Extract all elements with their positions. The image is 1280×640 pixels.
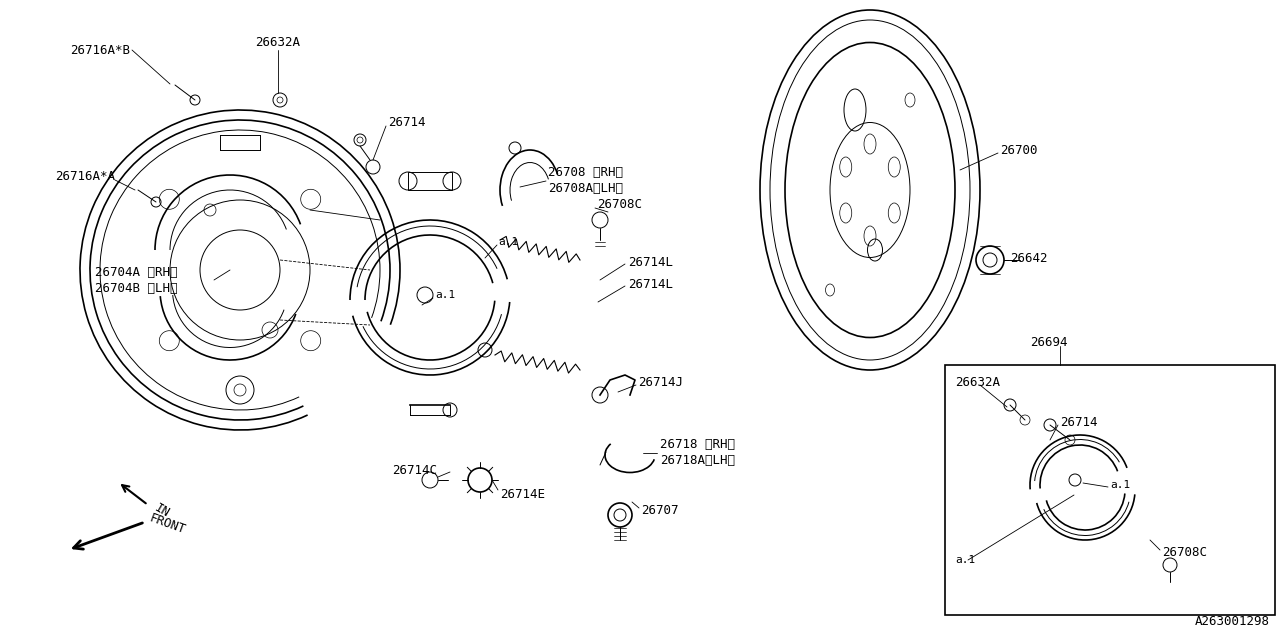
Text: 26714L: 26714L <box>628 278 673 291</box>
Text: 26708 〈RH〉: 26708 〈RH〉 <box>548 166 623 179</box>
Text: 26704A 〈RH〉: 26704A 〈RH〉 <box>95 266 178 278</box>
Text: 26632A: 26632A <box>255 35 300 49</box>
Text: 26708C: 26708C <box>596 198 643 211</box>
Text: 26707: 26707 <box>641 504 678 516</box>
Text: 26714: 26714 <box>388 116 425 129</box>
Text: 26714: 26714 <box>1060 415 1097 429</box>
Text: 26632A: 26632A <box>955 376 1000 388</box>
Text: a.1: a.1 <box>498 237 518 247</box>
Text: 26718A〈LH〉: 26718A〈LH〉 <box>660 454 735 467</box>
Text: 26704B 〈LH〉: 26704B 〈LH〉 <box>95 282 178 294</box>
Text: 26714C: 26714C <box>392 463 436 477</box>
Text: 26708C: 26708C <box>1162 545 1207 559</box>
Text: 26714E: 26714E <box>500 488 545 502</box>
Text: 26714J: 26714J <box>637 376 684 388</box>
Text: a.1: a.1 <box>955 555 975 565</box>
Text: a.1: a.1 <box>1110 480 1130 490</box>
Text: A263001298: A263001298 <box>1196 615 1270 628</box>
Text: 26714L: 26714L <box>628 255 673 269</box>
Text: 26642: 26642 <box>1010 252 1047 264</box>
Text: 26716A*B: 26716A*B <box>70 44 131 56</box>
Text: 26716A*A: 26716A*A <box>55 170 115 184</box>
Text: IN: IN <box>152 502 172 520</box>
Text: FRONT: FRONT <box>148 511 188 536</box>
Bar <box>408 172 452 190</box>
Text: 26700: 26700 <box>1000 143 1038 157</box>
Text: 26708A〈LH〉: 26708A〈LH〉 <box>548 182 623 195</box>
Text: 26694: 26694 <box>1030 335 1068 349</box>
Bar <box>945 365 1275 615</box>
Text: a.1: a.1 <box>435 290 456 300</box>
Text: 26718 〈RH〉: 26718 〈RH〉 <box>660 438 735 451</box>
